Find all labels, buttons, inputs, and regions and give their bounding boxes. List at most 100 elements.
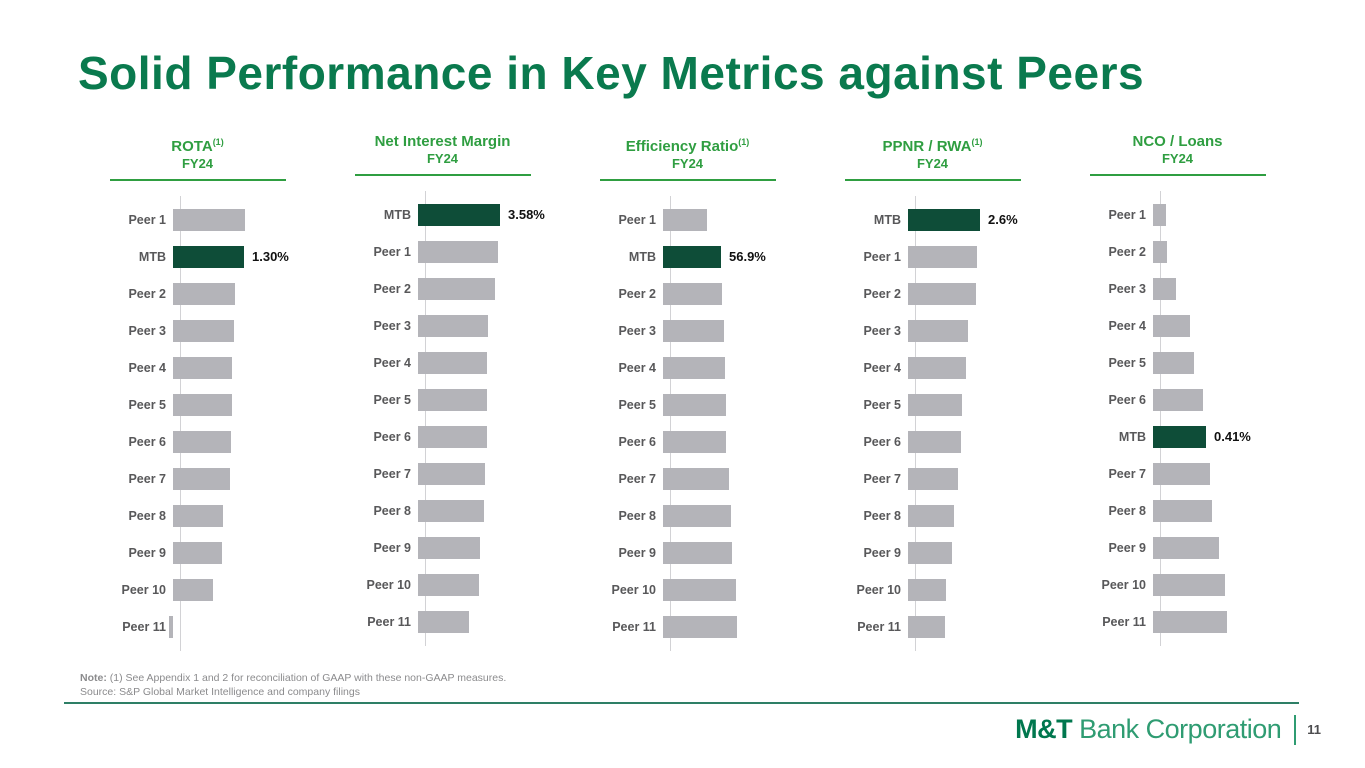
row-label: MTB [138, 249, 166, 264]
row-label: Peer 1 [618, 212, 656, 227]
chart-title-footnote-marker: (1) [971, 137, 983, 147]
chart-plot-area: Peer 1 MTB 56.9% Peer 2 Peer 3 Peer 4 Peer 5 Pe… [565, 196, 810, 651]
bar-peer [173, 393, 232, 416]
bar-peer [663, 356, 725, 379]
bar-peer [663, 319, 724, 342]
bar-peer [908, 356, 966, 379]
row-label: Peer 10 [121, 582, 166, 597]
chart-row-peer-7: Peer 7 [320, 455, 565, 492]
charts-row: ROTA(1) FY24 Peer 1 MTB 1.30% Peer 2 Peer 3 Pee… [75, 133, 1300, 651]
row-label: Peer 11 [122, 619, 166, 634]
chart-row-peer-4: Peer 4 [565, 349, 810, 386]
bar-peer [908, 467, 958, 490]
row-label: Peer 10 [611, 582, 656, 597]
chart-row-peer-10: Peer 10 [1055, 566, 1300, 603]
row-label: Peer 3 [863, 323, 901, 338]
row-label: Peer 7 [373, 466, 411, 481]
axis-line [1160, 191, 1161, 646]
bar-peer [663, 615, 737, 638]
chart-row-peer-9: Peer 9 [1055, 529, 1300, 566]
chart-title: Net Interest Margin [374, 133, 511, 150]
chart-row-peer-8: Peer 8 [320, 492, 565, 529]
bar-peer [173, 467, 230, 490]
chart-subtitle: FY24 [916, 156, 949, 171]
row-label: MTB [1118, 429, 1146, 444]
row-label: Peer 9 [373, 540, 411, 555]
row-label: Peer 6 [1108, 392, 1146, 407]
bar-peer [908, 615, 945, 638]
chart-row-peer-9: Peer 9 [320, 529, 565, 566]
row-label: Peer 10 [856, 582, 901, 597]
bar-peer [908, 504, 954, 527]
chart-row-peer-1: Peer 1 [810, 238, 1055, 275]
bar-peer [663, 504, 731, 527]
row-label: Peer 3 [373, 318, 411, 333]
chart-row-peer-3: Peer 3 [810, 312, 1055, 349]
chart-row-peer-8: Peer 8 [810, 497, 1055, 534]
bar-peer [908, 282, 976, 305]
chart-row-peer-1: Peer 1 [1055, 196, 1300, 233]
chart-row-peer-3: Peer 3 [565, 312, 810, 349]
row-label: Peer 11 [857, 619, 901, 634]
bar-peer [418, 610, 469, 633]
chart-row-peer-10: Peer 10 [810, 571, 1055, 608]
chart-header: Net Interest Margin FY24 [354, 133, 531, 176]
chart-row-peer-1: Peer 1 [320, 233, 565, 270]
bar-peer [418, 314, 488, 337]
bar-mtb [173, 245, 244, 268]
bar-peer [1153, 240, 1167, 263]
row-label: Peer 9 [1108, 540, 1146, 555]
bar-peer [1153, 573, 1225, 596]
chart-subtitle: FY24 [1161, 151, 1194, 166]
row-label: Peer 11 [1102, 614, 1146, 629]
chart-row-peer-5: Peer 5 [565, 386, 810, 423]
chart-row-peer-4: Peer 4 [810, 349, 1055, 386]
chart-header-underline [354, 174, 531, 176]
bar-peer [908, 430, 961, 453]
chart-plot-area: MTB 2.6% Peer 1 Peer 2 Peer 3 Peer 4 Peer 5 Pee… [810, 196, 1055, 651]
row-label: Peer 6 [373, 429, 411, 444]
row-label: Peer 11 [612, 619, 656, 634]
row-label: Peer 5 [128, 397, 166, 412]
bar-mtb [418, 203, 500, 226]
bar-value-label: 0.41% [1214, 429, 1251, 444]
chart-title: ROTA(1) [171, 137, 224, 155]
chart-row-peer-2: Peer 2 [75, 275, 320, 312]
chart-row-peer-4: Peer 4 [320, 344, 565, 381]
page-title: Solid Performance in Key Metrics against… [78, 47, 1145, 99]
row-label: Peer 2 [373, 281, 411, 296]
bar-value-label: 56.9% [729, 249, 766, 264]
axis-line [915, 196, 916, 651]
row-label: Peer 3 [1108, 281, 1146, 296]
chart-row-peer-3: Peer 3 [320, 307, 565, 344]
row-label: Peer 3 [128, 323, 166, 338]
row-label: MTB [873, 212, 901, 227]
chart-plot-area: MTB 3.58% Peer 1 Peer 2 Peer 3 Peer 4 Peer 5 Pe… [320, 191, 565, 646]
bar-peer [663, 393, 726, 416]
chart-row-peer-6: Peer 6 [565, 423, 810, 460]
row-label: Peer 2 [618, 286, 656, 301]
chart-row-peer-1: Peer 1 [565, 201, 810, 238]
bar-peer [418, 499, 484, 522]
chart-row-peer-9: Peer 9 [810, 534, 1055, 571]
page-number: 11 [1307, 722, 1321, 737]
bar-peer [173, 208, 245, 231]
bar-peer [173, 319, 234, 342]
row-label: Peer 9 [863, 545, 901, 560]
chart-row-peer-5: Peer 5 [810, 386, 1055, 423]
note-text: (1) See Appendix 1 and 2 for reconciliat… [106, 672, 507, 684]
chart-row-peer-8: Peer 8 [75, 497, 320, 534]
chart-column-ppnr-rwa: PPNR / RWA(1) FY24 MTB 2.6% Peer 1 Peer 2 Peer… [810, 133, 1055, 651]
bar-peer [418, 536, 480, 559]
source-line: Source: S&P Global Market Intelligence a… [80, 686, 360, 698]
bar-peer [1153, 277, 1176, 300]
row-label: Peer 1 [128, 212, 166, 227]
chart-header: Efficiency Ratio(1) FY24 [599, 133, 776, 181]
bar-peer [173, 541, 222, 564]
chart-row-peer-10: Peer 10 [320, 566, 565, 603]
chart-row-peer-4: Peer 4 [75, 349, 320, 386]
bar-peer [908, 319, 968, 342]
chart-row-peer-5: Peer 5 [75, 386, 320, 423]
bar-peer [1153, 314, 1190, 337]
chart-row-mtb: MTB 2.6% [810, 201, 1055, 238]
